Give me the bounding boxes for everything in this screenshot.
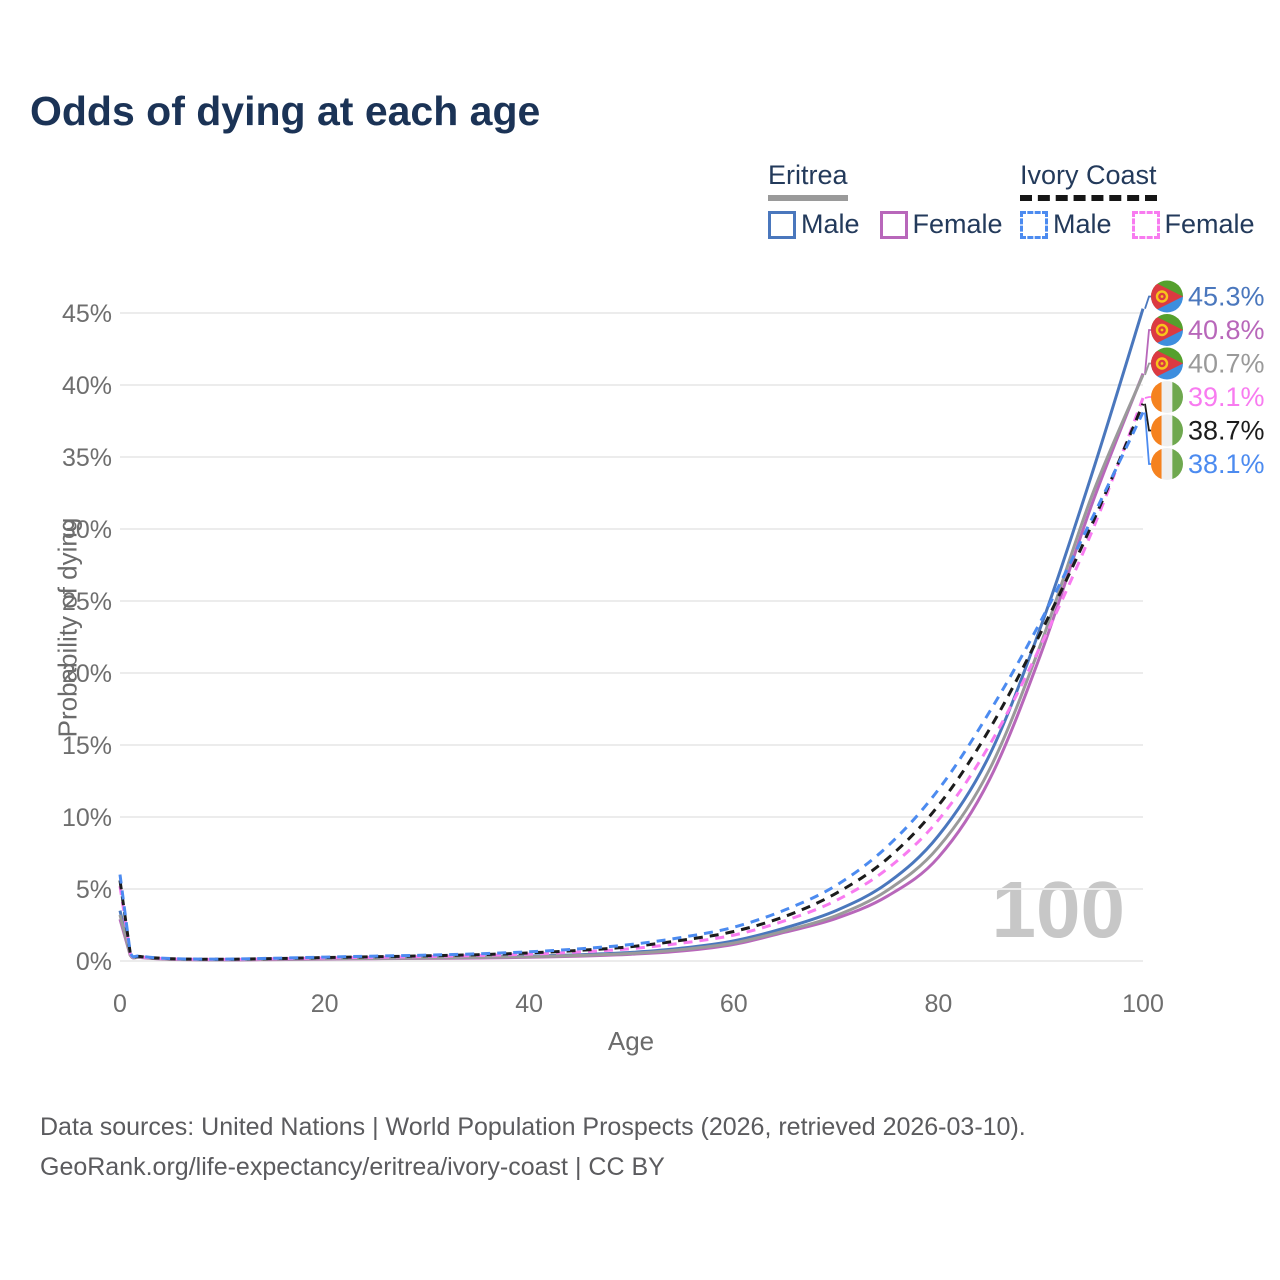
legend-group-eritrea: Eritrea Male Female: [768, 160, 1023, 240]
end-value-label-ivory-coast-both: 38.7%: [1188, 416, 1265, 446]
label-connector: [1144, 362, 1151, 376]
series-line-eritrea-both[interactable]: [118, 374, 1145, 962]
end-value-label-ivory-coast-male: 38.1%: [1188, 449, 1265, 479]
legend-label-ivory-coast-male: Male: [1053, 209, 1112, 239]
legend-group-ivory-coast: Ivory Coast Male Female: [1020, 160, 1275, 240]
x-tick-label: 40: [515, 990, 543, 1018]
eritrea-flag-icon: [1151, 347, 1183, 380]
end-value-label-eritrea-male: 45.3%: [1188, 282, 1265, 312]
hover-age-indicator: 100: [991, 865, 1125, 954]
label-connector: [1144, 329, 1151, 374]
y-tick-label: 25%: [62, 588, 112, 616]
series-line-ivory-coast-female[interactable]: [118, 397, 1145, 961]
x-tick-label: 100: [1122, 990, 1164, 1018]
x-tick-label: 20: [311, 990, 339, 1018]
y-tick-label: 30%: [62, 516, 112, 544]
attribution-line: GeoRank.org/life-expectancy/eritrea/ivor…: [40, 1153, 665, 1181]
y-tick-label: 15%: [62, 732, 112, 760]
y-tick-label: 45%: [62, 300, 112, 328]
legend-swatch-eritrea-male[interactable]: [768, 210, 796, 239]
footer: Data sources: United Nations | World Pop…: [40, 1107, 1026, 1187]
label-connector: [1144, 295, 1151, 309]
y-tick-label: 20%: [62, 660, 112, 688]
legend-swatch-ivory-coast-male[interactable]: [1020, 210, 1048, 239]
x-tick-label: 0: [113, 990, 127, 1018]
end-value-label-eritrea-both: 40.7%: [1188, 349, 1265, 379]
legend-label-eritrea-female: Female: [912, 209, 1003, 239]
label-connector: [1144, 412, 1151, 465]
legend-group-title-eritrea: Eritrea: [768, 160, 848, 201]
eritrea-flag-icon: [1151, 314, 1183, 346]
ivory-coast-flag-icon: [1151, 381, 1183, 413]
y-tick-label: 35%: [62, 444, 112, 472]
eritrea-flag-icon: [1151, 280, 1183, 313]
x-axis-title: Age: [607, 1026, 655, 1056]
series-line-ivory-coast-male[interactable]: [118, 411, 1145, 961]
series-line-eritrea-male[interactable]: [118, 308, 1145, 962]
legend-swatch-ivory-coast-female[interactable]: [1131, 210, 1160, 239]
x-tick-label: 60: [720, 990, 748, 1018]
series-line-ivory-coast-both[interactable]: [118, 403, 1145, 961]
series-line-eritrea-female[interactable]: [118, 372, 1145, 962]
legend-group-title-ivory-coast: Ivory Coast: [1020, 160, 1157, 201]
ivory-coast-flag-icon: [1151, 414, 1183, 447]
legend-label-ivory-coast-female: Female: [1164, 209, 1255, 239]
ivory-coast-flag-icon: [1151, 448, 1183, 480]
x-tick-label: 80: [924, 990, 952, 1018]
y-tick-label: 40%: [62, 372, 112, 400]
y-tick-label: 5%: [76, 876, 112, 904]
label-connector: [1144, 403, 1151, 432]
legend-swatch-eritrea-female[interactable]: [879, 210, 908, 239]
page-title: Odds of dying at each age: [30, 88, 541, 134]
y-tick-label: 0%: [76, 948, 112, 976]
end-value-label-ivory-coast-female: 39.1%: [1188, 382, 1265, 412]
legend-label-eritrea-male: Male: [801, 209, 860, 239]
label-connector: [1144, 396, 1151, 399]
data-source-line: Data sources: United Nations | World Pop…: [40, 1113, 1026, 1141]
end-value-label-eritrea-female: 40.8%: [1188, 315, 1265, 345]
y-tick-label: 10%: [62, 804, 112, 832]
